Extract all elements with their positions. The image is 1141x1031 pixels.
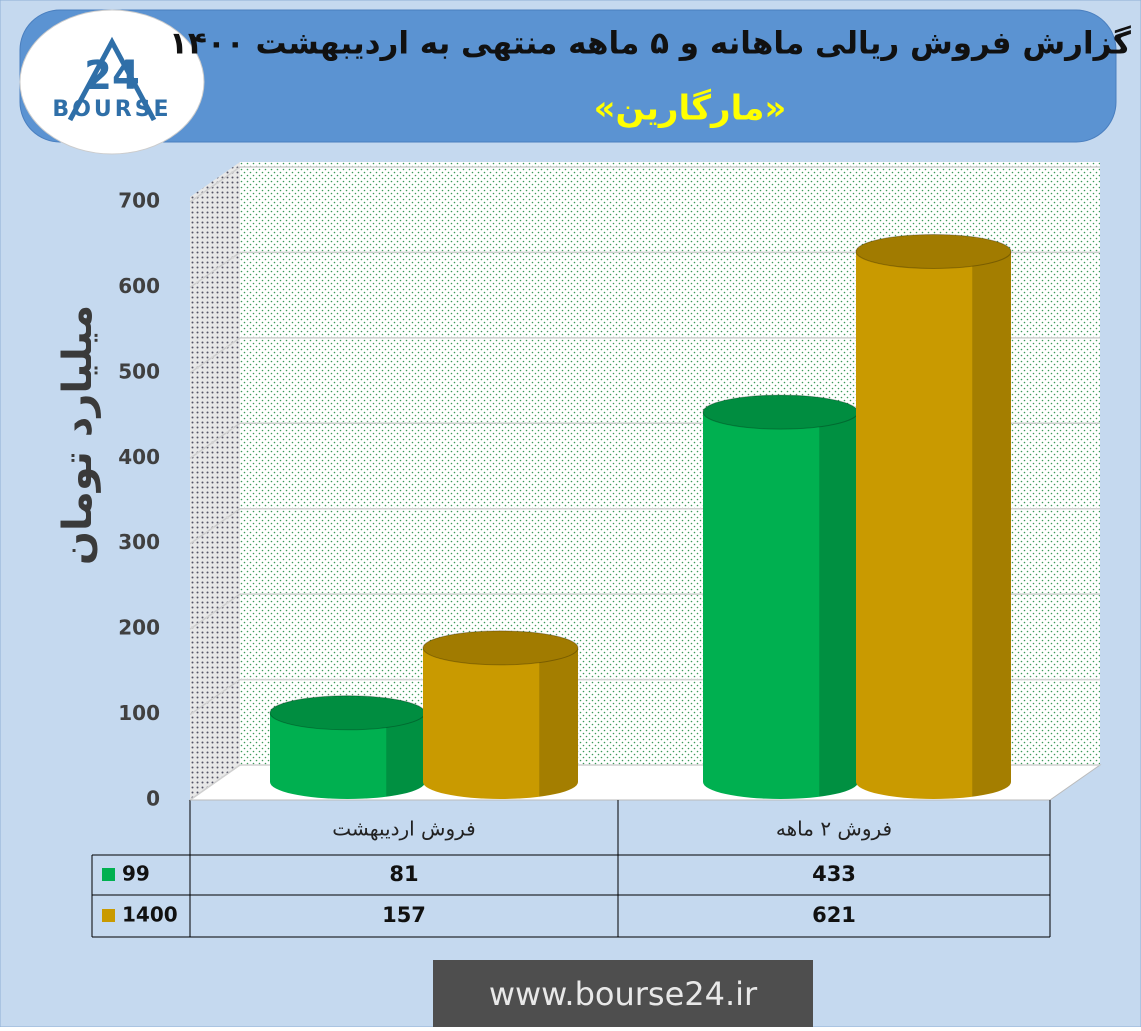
legend-swatch [102, 868, 115, 881]
bar-shade [386, 712, 425, 797]
legend-label: 99 [122, 862, 150, 886]
bar [423, 647, 578, 799]
grid-line [189, 508, 241, 545]
legend-swatch [102, 909, 115, 922]
grid-line [189, 593, 241, 630]
logo-text: BOURSE [52, 97, 171, 122]
y-tick-label: 100 [118, 701, 160, 725]
chart-subtitle: «مارگارین» [594, 89, 787, 129]
table-value: 81 [389, 862, 418, 886]
logo-bg [19, 9, 205, 155]
chart-title: گزارش فروش ریالی ماهانه و ۵ ماهه منتهی ب… [169, 25, 1132, 62]
y-tick-label: 500 [118, 359, 160, 383]
logo-shape [67, 36, 157, 122]
x-category-label: فروش ۲ ماهه [776, 817, 892, 841]
grid-line [189, 678, 241, 716]
grid-line [189, 422, 241, 459]
bar-top [422, 630, 579, 666]
y-axis-label: میلیارد تومان [55, 305, 101, 565]
bar [270, 712, 425, 799]
x-category-label: فروش اردیبهشت [332, 817, 475, 841]
grid-line [189, 251, 241, 289]
bar-top [702, 394, 859, 430]
data-table: فروش اردیبهشت 81 157 فروش ۲ ماهه 433 621 99 140… [91, 800, 1051, 938]
bar-shade [539, 647, 578, 797]
grid-line [189, 337, 241, 374]
bar [856, 251, 1011, 799]
grid-line [189, 764, 241, 801]
footer-box [433, 960, 813, 1027]
y-tick-label: 300 [118, 530, 160, 554]
y-tick-label: 600 [118, 274, 160, 298]
y-tick-label: 700 [118, 189, 160, 213]
footer-url: www.bourse24.ir [489, 975, 758, 1013]
table-value: 433 [812, 862, 856, 886]
table-value: 157 [382, 903, 426, 927]
bar-shade [972, 251, 1011, 797]
y-tick-label: 200 [118, 616, 160, 640]
bar-top [855, 233, 1012, 269]
grid-line [189, 166, 241, 203]
table-value: 621 [812, 903, 856, 927]
logo-number: 24 [84, 53, 140, 99]
side-wall [190, 162, 240, 800]
y-tick-label: 0 [146, 787, 160, 811]
bar-top [269, 695, 426, 731]
bar [703, 412, 858, 799]
y-tick-label: 400 [118, 445, 160, 469]
bar-shade [819, 412, 858, 797]
legend-label: 1400 [122, 903, 178, 927]
